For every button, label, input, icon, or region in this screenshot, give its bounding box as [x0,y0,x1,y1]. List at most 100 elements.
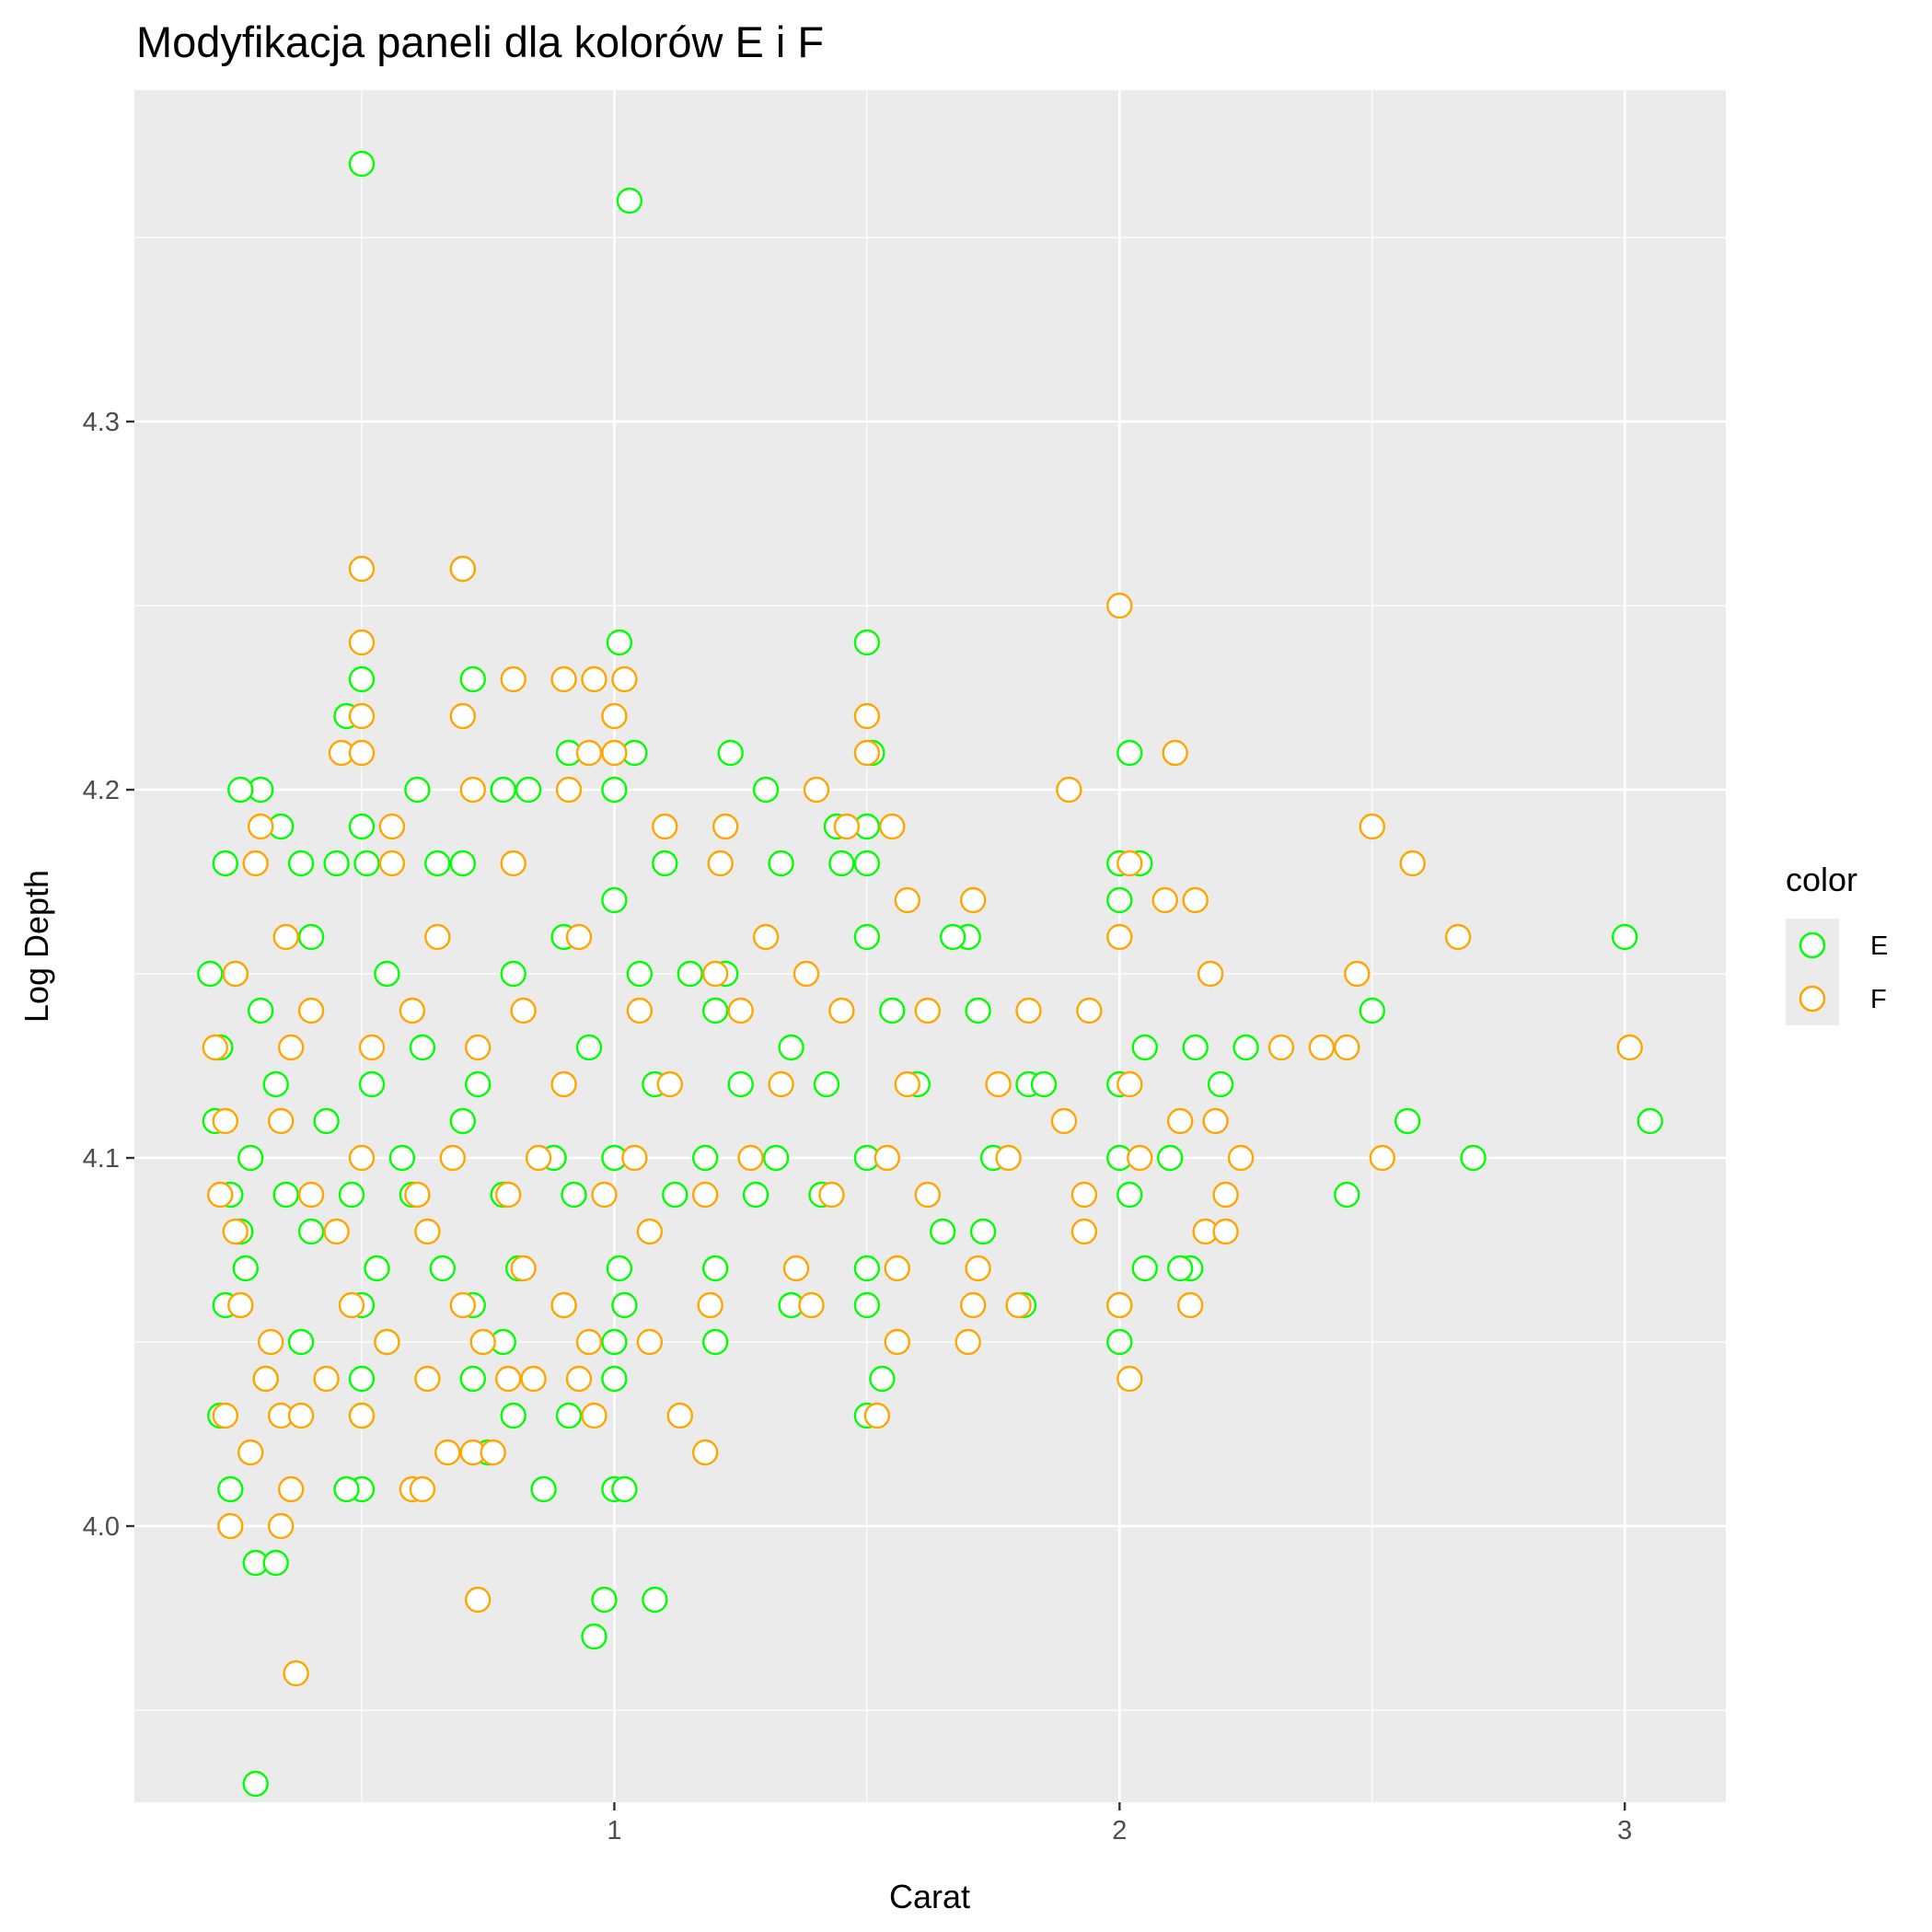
point-f [217,1512,244,1540]
point-e [1334,1181,1360,1209]
point-f [782,1255,810,1282]
point-f [378,850,406,877]
point-f [500,665,526,693]
point-f [1162,739,1188,767]
point-f [581,1402,607,1429]
point-f [278,1034,305,1061]
point-e [515,776,542,804]
point-f [879,813,906,840]
point-e [242,1770,269,1798]
point-f [313,1365,340,1393]
point-e [500,1402,526,1429]
point-e [348,150,376,178]
point-e [212,850,239,877]
point-f [995,1144,1022,1172]
point-e [606,1255,633,1282]
point-e [287,1328,315,1356]
point-e [1637,1107,1663,1135]
point-e [853,1291,881,1319]
point-e [227,776,254,804]
point-f [348,702,376,730]
point-f [1267,1034,1295,1061]
point-f [1151,886,1178,914]
point-f [1202,1107,1229,1135]
point-e [853,629,881,656]
point-e [853,850,881,877]
point-e [702,1255,729,1282]
point-f [1106,923,1133,951]
point-e [853,1255,881,1282]
point-f [621,1144,648,1172]
point-f [565,1365,593,1393]
point-f [348,739,376,767]
point-e [530,1475,557,1503]
point-e [287,850,315,877]
point-f [252,1365,279,1393]
point-e [601,886,628,914]
point-e [616,187,643,214]
point-f [278,1475,305,1503]
point-f [894,1070,920,1098]
point-f [227,1291,254,1319]
point-f [550,1291,577,1319]
point-f [853,739,881,767]
legend-label-e: E [1870,931,1888,961]
point-e [591,1586,618,1614]
legend-title: color [1786,861,1857,898]
point-e [1232,1034,1259,1061]
point-e [217,1475,244,1503]
plot-panel [134,90,1726,1802]
point-f [495,1181,522,1209]
point-f [1070,1181,1098,1209]
legend-symbol-f [1799,985,1826,1012]
point-e [752,776,780,804]
point-e [601,1365,628,1393]
y-axis: 4.0 4.1 4.2 4.3 [83,408,134,1542]
point-e [717,739,744,767]
point-e [353,850,380,877]
point-f [1182,886,1209,914]
point-e [348,1365,376,1393]
point-f [268,1107,295,1135]
point-f [348,555,376,583]
point-f [283,1660,309,1687]
point-f [500,850,526,877]
point-f [959,886,987,914]
point-e [490,776,516,804]
point-f [465,1586,492,1614]
point-f [692,1181,719,1209]
point-f [752,923,780,951]
x-axis-title: Carat [889,1878,970,1915]
point-f [712,813,739,840]
point-f [374,1328,400,1356]
point-f [449,702,476,730]
point-e [237,1144,264,1172]
point-f [248,813,274,840]
point-e [297,923,325,951]
point-f [1334,1034,1360,1061]
point-e [1030,1070,1058,1098]
point-e [429,1255,456,1282]
point-f [212,1402,239,1429]
point-f [1197,960,1224,988]
point-e [702,1328,729,1356]
point-e [642,1586,668,1614]
point-f [873,1144,900,1172]
point-e [828,850,855,877]
point-e [768,850,794,877]
point-e [262,1549,289,1577]
point-e [197,960,224,988]
point-f [1344,960,1371,988]
point-f [601,739,628,767]
point-f [287,1402,315,1429]
point-e [262,1070,289,1098]
point-f [1056,776,1082,804]
point-e [1106,886,1133,914]
point-e [939,923,966,951]
point-e [348,813,376,840]
point-e [778,1034,804,1061]
point-f [611,665,638,693]
point-f [575,1328,603,1356]
point-f [348,629,376,656]
